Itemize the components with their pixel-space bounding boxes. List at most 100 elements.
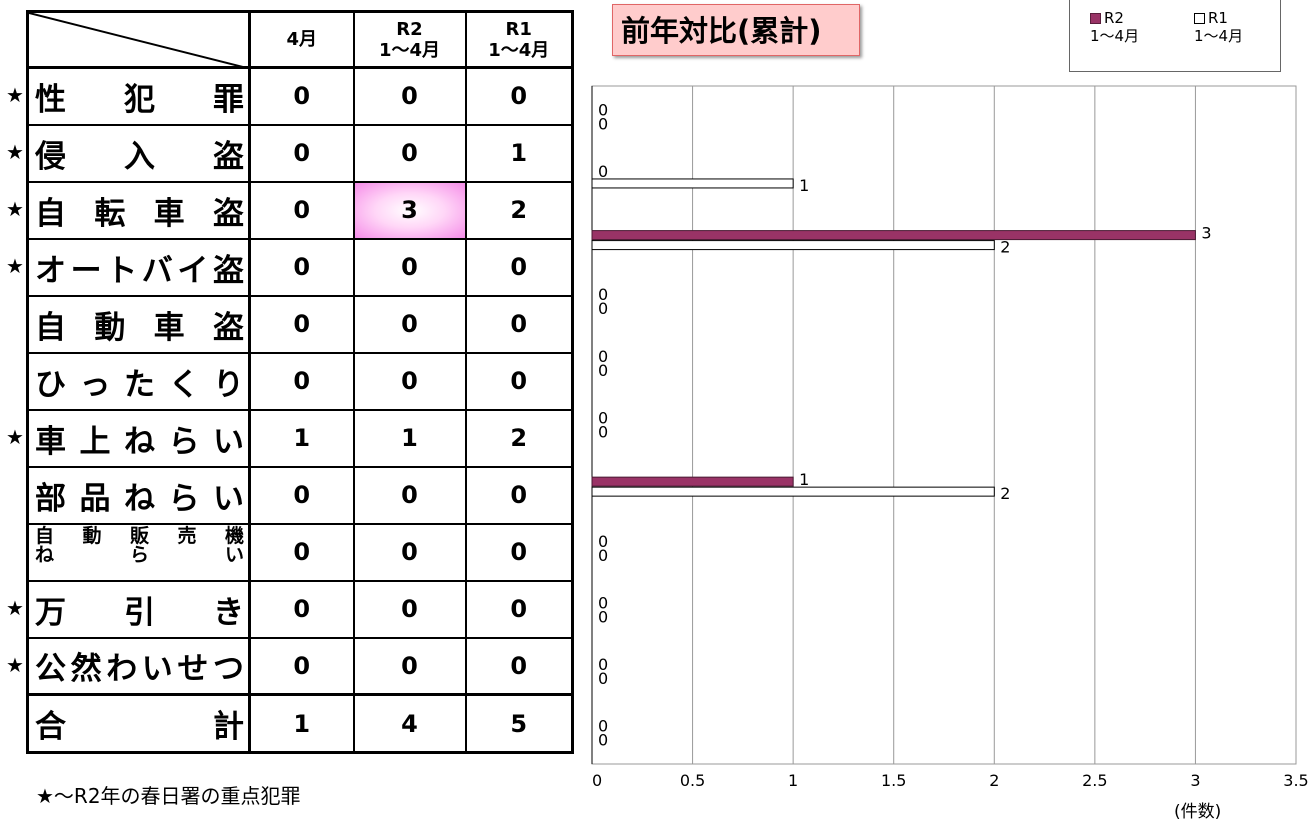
star-icon: ★: [6, 425, 24, 449]
r1-cumulative-count: 0: [464, 237, 574, 297]
r2-cumulative-count: 0: [352, 636, 467, 696]
data-label-r1: 1: [799, 176, 809, 195]
r1-cumulative-count: 0: [464, 465, 574, 525]
data-label-r1: 0: [598, 731, 608, 750]
category-char: ら: [168, 480, 200, 517]
data-label-r1: 0: [598, 114, 608, 133]
data-label-r2: 0: [598, 532, 608, 551]
april-count: 0: [248, 351, 355, 411]
x-tick-label: 0: [592, 771, 602, 790]
data-label-r1: 0: [598, 607, 608, 626]
data-label-r2: 0: [598, 655, 608, 674]
category-char: せ: [177, 651, 209, 688]
category-char: ね: [124, 423, 155, 460]
category-char: 引: [124, 594, 155, 631]
april-count: 1: [248, 693, 355, 754]
category-char: 入: [124, 138, 155, 175]
r2-cumulative-count: 0: [352, 351, 467, 411]
category-label: 部品ねらい: [29, 468, 248, 523]
category-char: オ: [35, 252, 66, 289]
category-char: ー: [70, 252, 102, 289]
category-label: 性犯罪: [29, 69, 248, 124]
chart-legend: R2 1～4月 R1 1～4月: [1069, 0, 1281, 72]
category-char: 盗: [212, 195, 244, 232]
x-tick-label: 2: [989, 771, 999, 790]
data-label-r1: 0: [598, 361, 608, 380]
data-label-r1: 2: [1000, 484, 1010, 503]
data-label-r1: 2: [1000, 238, 1010, 257]
x-tick-label: 3.5: [1283, 771, 1308, 790]
category-cell: オートバイ盗: [26, 237, 251, 297]
category-label-line: ねらい: [35, 543, 244, 566]
category-char: 犯: [124, 81, 155, 118]
r1-cumulative-count: 2: [464, 180, 574, 240]
category-char: い: [213, 480, 244, 517]
category-cell: 自転車盗: [26, 180, 251, 240]
april-count: 0: [248, 522, 355, 582]
r1-cumulative-count: 0: [464, 351, 574, 411]
category-char: い: [141, 651, 173, 688]
star-icon: ★: [6, 197, 24, 221]
category-char: 公: [35, 651, 66, 688]
chart-title: 前年対比(累計): [612, 4, 860, 56]
category-cell: 車上ねらい: [26, 408, 251, 468]
category-char: 動: [94, 309, 126, 346]
legend-swatch-r2: [1090, 13, 1101, 24]
category-char: 計: [213, 709, 244, 745]
category-char: 売: [177, 524, 197, 547]
category-char: 侵: [35, 138, 66, 175]
category-char: ト: [106, 252, 138, 289]
bar-r2: [591, 230, 1196, 241]
r2-cumulative-count: 3: [352, 180, 467, 240]
column-header: 4月: [248, 10, 355, 69]
category-char: 販: [129, 524, 149, 547]
x-tick-label: 1.5: [881, 771, 906, 790]
x-tick-label: 1: [788, 771, 798, 790]
r1-cumulative-count: 0: [464, 636, 574, 696]
data-label-r2: 1: [799, 470, 809, 489]
category-char: 盗: [212, 252, 244, 289]
data-label-r2: 0: [598, 717, 608, 736]
category-char: 車: [153, 309, 185, 346]
category-cell: 合計: [26, 693, 251, 754]
crime-table: 4月 R2 1～4月 R1 1～4月性犯罪 0 0 0 侵入盗 0 0 1 自転車盗 0 3 2 オートバイ…: [26, 10, 574, 754]
data-label-r2: 0: [598, 409, 608, 428]
category-char: イ: [177, 252, 209, 289]
april-count: 0: [248, 294, 355, 354]
april-count: 1: [248, 408, 355, 468]
category-label: 自動車盗: [29, 297, 248, 352]
category-char: 上: [79, 423, 111, 460]
category-char: き: [213, 594, 244, 631]
april-count: 0: [248, 465, 355, 525]
category-label: 公然わいせつ: [29, 639, 248, 694]
category-char: ひ: [35, 366, 66, 403]
category-char: 自: [35, 309, 66, 346]
category-cell: 公然わいせつ: [26, 636, 251, 696]
bar-r1: [591, 486, 995, 497]
category-label: 車上ねらい: [29, 411, 248, 466]
r1-cumulative-count: 0: [464, 294, 574, 354]
bar-r1: [591, 178, 794, 189]
category-label-line: 自動販売機: [35, 524, 244, 547]
r2-cumulative-count: 1: [352, 408, 467, 468]
category-char: ね: [124, 480, 155, 517]
footnote: ★～R2年の春日署の重点犯罪: [36, 784, 301, 808]
column-header: R2 1～4月: [352, 10, 467, 69]
category-char: 転: [94, 195, 126, 232]
category-label: 自 動 販 売 機ね ら い: [29, 525, 248, 580]
legend-item-r1: R1 1～4月: [1194, 9, 1243, 45]
data-label-r2: 0: [598, 285, 608, 304]
category-char: 合: [35, 709, 66, 745]
diagonal-corner-cell: [26, 10, 251, 69]
category-label: 合計: [29, 696, 248, 751]
category-char: 機: [224, 524, 244, 547]
category-char: い: [224, 543, 244, 566]
category-char: 性: [35, 81, 66, 118]
